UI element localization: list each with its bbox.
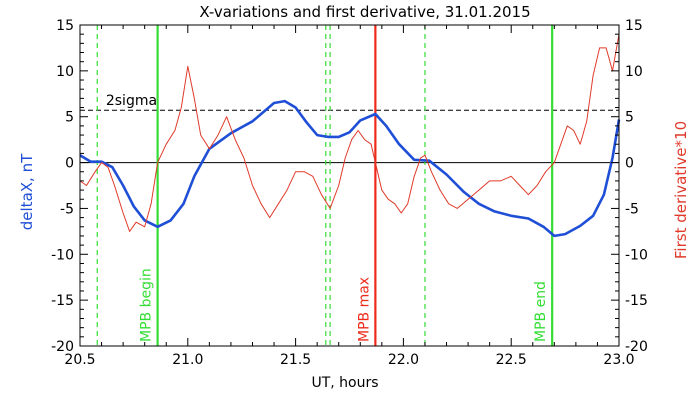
series-line-derivative	[79, 34, 620, 232]
x-tick-label: 21.5	[280, 352, 311, 368]
y-tick-label-left: -10	[51, 247, 74, 263]
y-axis-left-label: deltaX, nT	[18, 153, 36, 230]
plot-frame	[79, 24, 620, 347]
y-tick-label-right: -5	[625, 201, 639, 217]
y-tick-label-right: 0	[625, 156, 634, 172]
y-tick-label-right: -15	[625, 293, 648, 309]
y-tick-label-left: 10	[56, 64, 74, 80]
y-tick-label-left: 5	[65, 110, 74, 126]
x-tick-label: 22.0	[388, 352, 419, 368]
y-tick-label-right: 15	[625, 18, 643, 34]
x-axis-label: UT, hours	[311, 375, 378, 391]
y-tick-label-right: -20	[625, 339, 648, 355]
y-tick-label-left: 0	[65, 156, 74, 172]
y-tick-label-left: -20	[51, 339, 74, 355]
y-axis-right-label: First derivative*10	[672, 121, 690, 259]
y-tick-label-left: -5	[60, 201, 74, 217]
vline-label-mpb-begin: MPB begin	[139, 268, 155, 342]
y-tick-label-left: -15	[51, 293, 74, 309]
plot-area: MPB begin MPB max MPB end 2sigma 20.5 21.0 21.…	[51, 18, 648, 368]
vline-label-mpb-max: MPB max	[356, 277, 372, 342]
x-tick-label: 23.0	[603, 352, 634, 368]
chart-title: X-variations and first derivative, 31.01…	[199, 3, 530, 21]
vline-label-mpb-end: MPB end	[533, 281, 549, 342]
series-line-deltax	[79, 99, 621, 238]
x-tick-label: 20.5	[64, 352, 95, 368]
y-tick-label-right: 10	[625, 64, 643, 80]
x-tick-label: 21.0	[172, 352, 203, 368]
y-tick-label-right: -10	[625, 247, 648, 263]
annotation-2sigma: 2sigma	[106, 93, 157, 109]
y-tick-label-right: 5	[625, 110, 634, 126]
y-tick-label-left: 15	[56, 18, 74, 34]
x-tick-label: 22.5	[496, 352, 527, 368]
